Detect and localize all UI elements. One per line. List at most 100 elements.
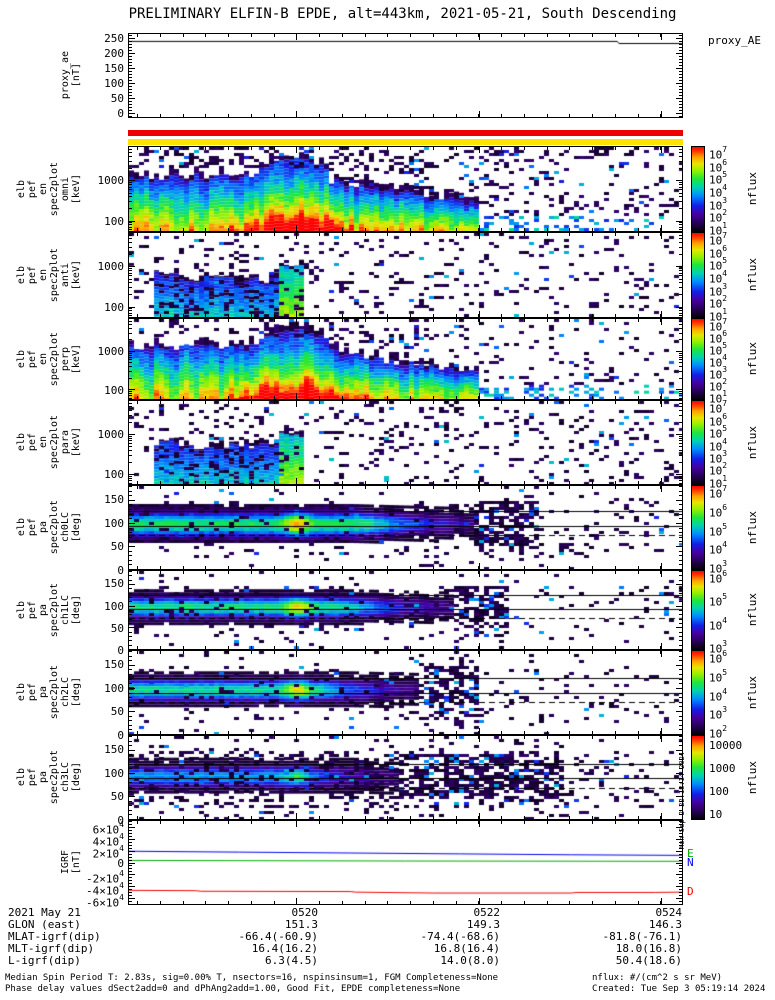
x-tick: [160, 233, 161, 236]
y-tick: [679, 224, 682, 225]
pa_ch2lc-colorbar-tick: 103: [709, 705, 728, 722]
proxy_ae-spectrogram-canvas: [129, 34, 682, 117]
y-tick: [129, 53, 135, 54]
x-tick: [547, 821, 548, 824]
x-tick: [296, 571, 297, 574]
x-tick: [592, 233, 593, 236]
x-tick: [456, 821, 457, 824]
x-tick: [433, 821, 434, 824]
x-tick: [638, 651, 639, 654]
x-tick: [410, 646, 411, 649]
x-tick: [433, 114, 434, 117]
y-tick: [679, 865, 682, 866]
en_perp-colorbar-tick: 106: [709, 329, 728, 346]
y-tick: [129, 833, 132, 834]
x-tick: [592, 314, 593, 317]
x-tick: [478, 821, 479, 824]
y-tick: [129, 450, 132, 451]
y-tick: [679, 575, 682, 576]
y-tick: [679, 62, 682, 63]
x-tick: [296, 566, 297, 569]
y-tick: [679, 193, 682, 194]
x-tick: [661, 736, 662, 742]
x-tick: [479, 34, 480, 40]
y-tick: [679, 860, 682, 861]
y-tick: [676, 606, 682, 607]
x-tick: [501, 114, 502, 117]
x-tick: [478, 481, 479, 484]
x-tick: [638, 571, 639, 574]
y-tick: [129, 168, 132, 169]
y-tick: [129, 848, 132, 849]
x-tick: [160, 821, 161, 824]
x-tick: [410, 228, 411, 231]
x-tick: [205, 651, 206, 654]
y-tick: [129, 161, 132, 162]
en_para-label-word: en: [38, 436, 49, 449]
y-tick-label: 4×104: [92, 832, 124, 849]
x-tick: [296, 396, 297, 399]
y-tick: [129, 44, 132, 45]
y-tick: [676, 773, 682, 774]
y-tick: [679, 541, 682, 542]
y-tick: [129, 614, 132, 615]
x-tick: [342, 731, 343, 734]
y-tick: [129, 791, 132, 792]
x-tick: [296, 486, 297, 489]
x-tick: [137, 114, 138, 117]
y-tick: [679, 880, 682, 881]
x-tick: [319, 314, 320, 317]
x-tick: [569, 314, 570, 317]
y-tick: [129, 474, 135, 475]
y-tick: [129, 391, 132, 392]
x-tick: [251, 396, 252, 399]
x-tick: [387, 646, 388, 649]
en_para-label-word: elb: [16, 433, 27, 452]
table-cell: -74.4(-68.6): [420, 930, 500, 943]
x-tick: [205, 731, 206, 734]
y-tick: [129, 324, 132, 325]
x-tick: [274, 401, 275, 404]
x-tick: [478, 486, 479, 489]
y-tick: [129, 279, 132, 280]
x-tick: [183, 821, 184, 824]
y-tick: [679, 787, 682, 788]
x-tick: [660, 314, 661, 317]
x-tick: [183, 566, 184, 569]
y-tick: [679, 395, 682, 396]
x-tick: [365, 731, 366, 734]
x-tick: [296, 114, 297, 117]
en_anti-label-word: anti: [60, 262, 71, 288]
x-tick: [547, 486, 548, 489]
y-tick: [129, 422, 132, 423]
en_anti-colorbar-tick: 106: [709, 243, 728, 261]
x-tick: [547, 147, 548, 150]
y-tick: [679, 901, 682, 902]
x-tick: [661, 233, 662, 239]
y-tick: [679, 455, 682, 456]
x-tick: [592, 816, 593, 819]
x-tick: [638, 34, 639, 37]
x-tick: [479, 486, 480, 492]
y-tick: [129, 156, 132, 157]
en_omni-label-word: spec2plot: [49, 161, 60, 217]
y-tick: [679, 632, 682, 633]
y-tick: [679, 393, 682, 394]
y-tick: [679, 168, 682, 169]
y-tick: [129, 107, 132, 108]
y-tick: [676, 500, 682, 501]
en_para-panel: [128, 400, 683, 485]
x-tick: [524, 821, 525, 824]
x-tick: [433, 233, 434, 236]
y-tick: [676, 113, 682, 114]
y-tick: [129, 500, 135, 501]
x-tick: [660, 34, 661, 37]
y-tick: [679, 778, 682, 779]
x-tick: [569, 228, 570, 231]
y-tick: [129, 104, 132, 105]
pa_ch1lc-axis-label: elb pef pa spec2plot ch1LC [deg]: [16, 570, 82, 650]
x-tick: [274, 816, 275, 819]
x-tick: [365, 228, 366, 231]
y-tick: [679, 868, 682, 869]
x-tick: [569, 486, 570, 489]
